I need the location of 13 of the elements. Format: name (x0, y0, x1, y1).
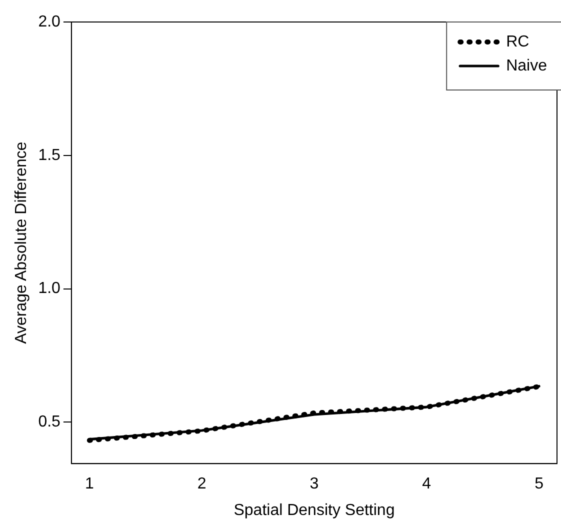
x-tick-label: 1 (84, 476, 94, 493)
legend-label: RC (506, 33, 530, 50)
y-tick-label: 2.0 (38, 13, 61, 30)
legend-label: Naive (506, 57, 548, 74)
x-tick-label: 4 (422, 476, 432, 493)
y-axis-title: Average Absolute Difference (13, 142, 30, 344)
x-tick-label: 5 (534, 476, 544, 493)
y-tick-label: 1.5 (38, 146, 61, 164)
y-tick-label: 0.5 (38, 414, 61, 431)
y-tick-label: 1.0 (38, 280, 61, 298)
x-tick-label: 3 (310, 476, 319, 493)
x-tick-label: 2 (197, 476, 206, 493)
x-axis-title: Spatial Density Setting (234, 502, 395, 519)
